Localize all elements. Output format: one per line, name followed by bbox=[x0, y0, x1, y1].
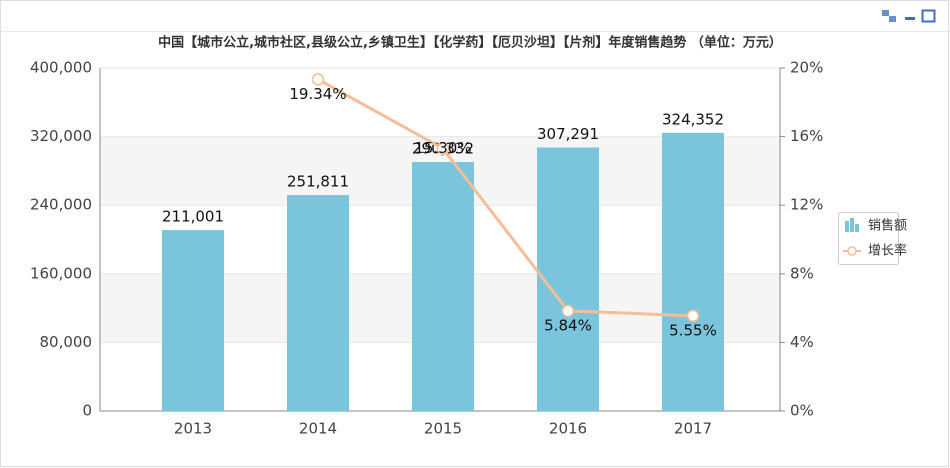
x-tick-label: 2016 bbox=[549, 420, 587, 438]
data-label: 5.84% bbox=[544, 316, 592, 334]
bar bbox=[537, 147, 599, 411]
x-tick-label: 2015 bbox=[424, 420, 462, 438]
minimize[interactable] bbox=[905, 17, 915, 20]
y-tick-label: 320,000 bbox=[30, 127, 92, 145]
icon[interactable] bbox=[889, 16, 896, 22]
x-tick-label: 2013 bbox=[174, 420, 212, 438]
legend-label: 销售额 bbox=[868, 218, 907, 234]
legend-icon bbox=[855, 224, 859, 232]
data-label: 15.30% bbox=[414, 139, 471, 157]
line-point bbox=[436, 142, 450, 155]
line-point bbox=[561, 304, 575, 318]
data-label: 324,352 bbox=[662, 110, 724, 128]
icon[interactable] bbox=[882, 10, 889, 16]
y2-tick-label: 20% bbox=[790, 59, 823, 77]
y2-tick-label: 4% bbox=[790, 333, 814, 351]
x-tick-label: 2017 bbox=[674, 420, 712, 438]
data-label: 211,001 bbox=[162, 208, 224, 226]
toolbar[interactable] bbox=[882, 9, 936, 23]
legend-label: 增长率 bbox=[868, 243, 907, 259]
y-tick-label: 80,000 bbox=[40, 333, 93, 351]
y-tick-label: 0 bbox=[82, 402, 92, 420]
legend-icon bbox=[850, 218, 854, 232]
line-point bbox=[686, 309, 700, 323]
legend-icon bbox=[845, 221, 849, 232]
line bbox=[317, 78, 694, 318]
x-tick-label: 2014 bbox=[299, 420, 337, 438]
data-label: 251,811 bbox=[287, 173, 349, 191]
y2-tick-label: 8% bbox=[790, 264, 814, 282]
legend-icon bbox=[847, 246, 857, 256]
data-label: 19.34% bbox=[289, 85, 346, 103]
y2-tick-label: 0% bbox=[790, 402, 814, 420]
bar bbox=[412, 162, 474, 411]
data-label: 5.55% bbox=[669, 321, 717, 339]
y-tick-label: 240,000 bbox=[30, 196, 92, 214]
maximize[interactable] bbox=[921, 9, 936, 23]
bar bbox=[662, 132, 724, 411]
bar bbox=[162, 230, 224, 411]
data-label: 307,291 bbox=[537, 125, 599, 143]
y-tick-label: 400,000 bbox=[30, 59, 92, 77]
y-tick-label: 160,000 bbox=[30, 264, 92, 282]
bar bbox=[287, 195, 349, 411]
line-point bbox=[311, 73, 325, 86]
chart-title: 中国【城市公立,城市社区,县级公立,乡镇卫生】【化学药】【厄贝沙坦】【片剂】年度… bbox=[158, 35, 782, 51]
y2-tick-label: 12% bbox=[790, 196, 823, 214]
y2-tick-label: 16% bbox=[790, 127, 823, 145]
